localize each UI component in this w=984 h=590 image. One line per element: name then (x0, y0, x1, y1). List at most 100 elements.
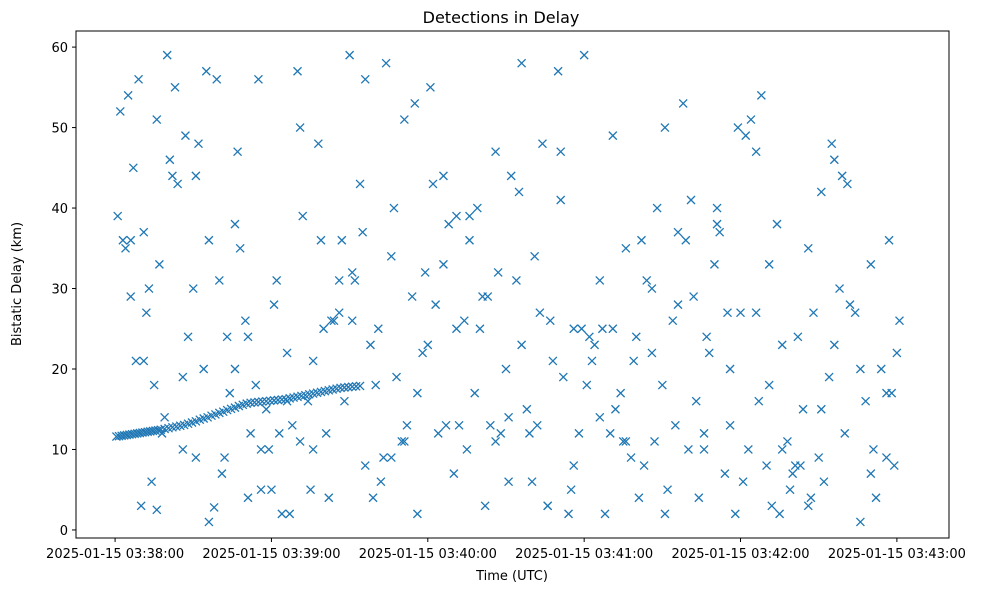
data-point (115, 107, 125, 116)
data-point (399, 436, 409, 446)
data-point (243, 332, 253, 342)
x-axis-label: Time (UTC) (475, 569, 548, 584)
data-point (480, 501, 490, 511)
data-point (504, 477, 514, 487)
data-point (663, 485, 673, 495)
data-point (837, 171, 847, 181)
data-point (819, 477, 829, 487)
x-axis: 2025-01-15 03:38:00 2025-01-15 03:39:00 20… (46, 538, 966, 562)
data-point (543, 501, 553, 511)
data-point (647, 284, 657, 293)
y-tick-label: 10 (51, 443, 68, 458)
data-point (530, 251, 540, 261)
data-point (295, 123, 305, 133)
data-point (339, 396, 349, 406)
data-point (282, 348, 292, 358)
data-point (517, 58, 527, 68)
data-point (180, 131, 190, 141)
data-point (723, 308, 732, 318)
data-point (298, 211, 308, 221)
data-point (373, 324, 383, 334)
data-point (618, 436, 628, 446)
data-point (764, 380, 774, 390)
data-point (191, 171, 201, 181)
data-point (532, 420, 542, 430)
x-tick-label: 2025-01-15 03:42:00 (671, 547, 809, 562)
data-point (412, 388, 422, 398)
data-point (285, 509, 295, 519)
data-point (293, 66, 302, 76)
data-point (478, 292, 487, 302)
data-point (204, 517, 214, 527)
data-point (381, 58, 391, 68)
data-point (829, 155, 839, 165)
data-point (389, 203, 399, 213)
data-point (250, 397, 259, 407)
data-point (621, 243, 631, 253)
data-point (246, 398, 256, 408)
data-point (889, 461, 899, 471)
data-point (470, 388, 480, 398)
data-point (191, 453, 201, 462)
data-point (212, 74, 222, 84)
data-point (597, 324, 607, 334)
data-point (582, 380, 592, 390)
data-point (334, 276, 344, 285)
data-point (756, 90, 766, 100)
data-point (777, 340, 787, 350)
data-point (475, 324, 485, 334)
data-point (183, 332, 193, 342)
data-point (222, 332, 232, 342)
data-point (553, 66, 563, 76)
data-point (337, 235, 347, 245)
data-point (121, 243, 130, 253)
data-point (621, 436, 631, 446)
data-point (866, 469, 876, 479)
data-point (741, 131, 751, 141)
data-point (610, 404, 620, 414)
data-point (587, 356, 597, 366)
data-point (689, 292, 699, 302)
data-point (472, 203, 482, 213)
data-point (128, 163, 138, 173)
data-point (626, 453, 636, 462)
data-point (449, 469, 459, 479)
data-point (871, 493, 881, 503)
data-point (884, 235, 894, 245)
data-point (303, 396, 313, 406)
data-point (334, 308, 344, 318)
data-point (556, 195, 566, 205)
data-point (814, 453, 824, 462)
data-point (777, 445, 787, 454)
data-point (629, 356, 639, 366)
y-tick-label: 50 (51, 122, 68, 137)
x-tick-label: 2025-01-15 03:40:00 (359, 547, 497, 562)
data-point (639, 461, 649, 471)
data-point (319, 324, 329, 334)
data-point (816, 187, 826, 197)
data-point (829, 340, 839, 350)
data-point (501, 364, 511, 374)
data-point (160, 412, 170, 422)
data-point (313, 139, 323, 149)
data-point (751, 147, 761, 157)
data-point (233, 147, 243, 157)
data-point (178, 445, 188, 454)
data-point (209, 502, 219, 512)
data-point (736, 308, 745, 318)
data-point (764, 259, 774, 269)
data-point (266, 485, 276, 495)
data-point (204, 235, 214, 245)
data-point (816, 404, 826, 414)
data-point (650, 436, 659, 446)
data-point (425, 82, 435, 92)
data-point (762, 461, 772, 471)
data-point (273, 395, 283, 405)
data-point (881, 388, 891, 398)
data-point (199, 364, 209, 374)
data-point (217, 469, 227, 479)
data-point (569, 324, 579, 334)
x-tick-label: 2025-01-15 03:41:00 (515, 547, 653, 562)
data-point (431, 300, 441, 310)
data-point (743, 445, 753, 454)
